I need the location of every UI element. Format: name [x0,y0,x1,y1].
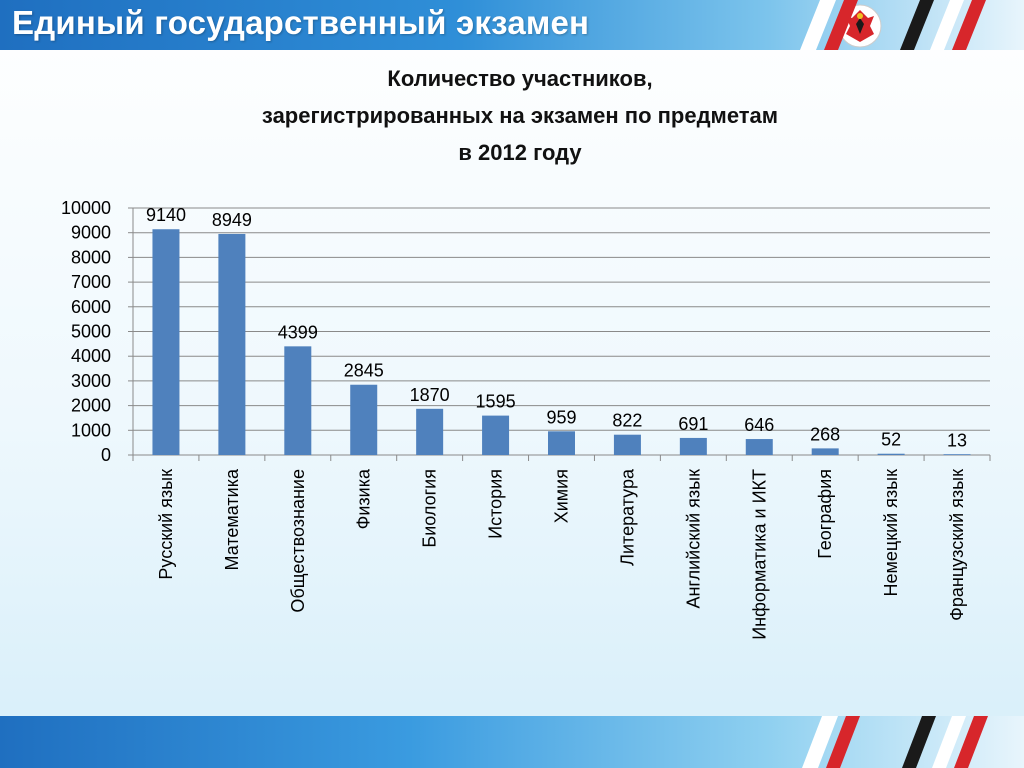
category-label: Английский язык [683,469,703,609]
data-label: 822 [612,411,642,431]
data-label: 691 [678,414,708,434]
y-tick-label: 8000 [71,247,111,267]
footer-stripes [802,716,988,768]
bar [284,346,312,455]
category-label: Русский язык [156,469,176,580]
y-tick-label: 4000 [71,346,111,366]
y-tick-label: 7000 [71,272,111,292]
category-label: Обществознание [288,469,308,613]
bar [218,233,246,455]
bar [811,448,839,455]
bar [482,415,510,455]
category-label: Немецкий язык [881,469,901,597]
bar [679,437,707,455]
bar [548,431,575,455]
category-label: География [815,469,835,559]
chart-title-line-2: зарегистрированных на экзамен по предмет… [261,103,779,128]
data-label: 4399 [278,322,318,342]
bar [877,453,905,455]
data-label: 13 [947,431,967,451]
chart-title: Количество участников, зарегистрированны… [140,60,900,171]
category-label: Французский язык [947,469,967,621]
category-label: Биология [420,469,440,548]
bar [745,439,773,455]
data-label: 2845 [344,361,384,381]
category-label: Химия [552,469,572,523]
data-label: 9140 [146,205,186,225]
data-label: 8949 [212,210,252,230]
y-tick-label: 3000 [71,371,111,391]
chart-title-line-3: в 2012 году [458,140,582,165]
bar [152,229,180,455]
chart-title-line-1: Количество участников, [387,66,653,91]
data-label: 646 [744,415,774,435]
category-label: Физика [354,468,374,529]
header-stripes [800,0,986,50]
data-label: 52 [881,430,901,450]
y-tick-label: 5000 [71,322,111,342]
data-label: 1595 [476,392,516,412]
category-label: Литература [617,468,637,566]
header-bar: Единый государственный экзамен [0,0,1024,50]
data-label: 959 [546,407,576,427]
category-label: История [486,469,506,539]
y-tick-label: 6000 [71,297,111,317]
bar [416,408,444,455]
category-label: Информатика и ИКТ [749,469,769,640]
y-tick-label: 2000 [71,396,111,416]
category-label: Математика [222,468,242,570]
data-label: 268 [810,424,840,444]
y-tick-label: 10000 [61,198,111,218]
y-tick-label: 0 [101,445,111,465]
page-title: Единый государственный экзамен [12,4,590,41]
bar-chart: 0 1000 2000 3000 4000 5000 6000 7000 8000 9000 100… [61,198,991,640]
bar [350,384,378,455]
bar [613,434,641,455]
bar [943,454,971,455]
data-label: 1870 [410,385,450,405]
y-tick-label: 1000 [71,420,111,440]
footer-bar [0,716,1024,768]
y-tick-label: 9000 [71,223,111,243]
